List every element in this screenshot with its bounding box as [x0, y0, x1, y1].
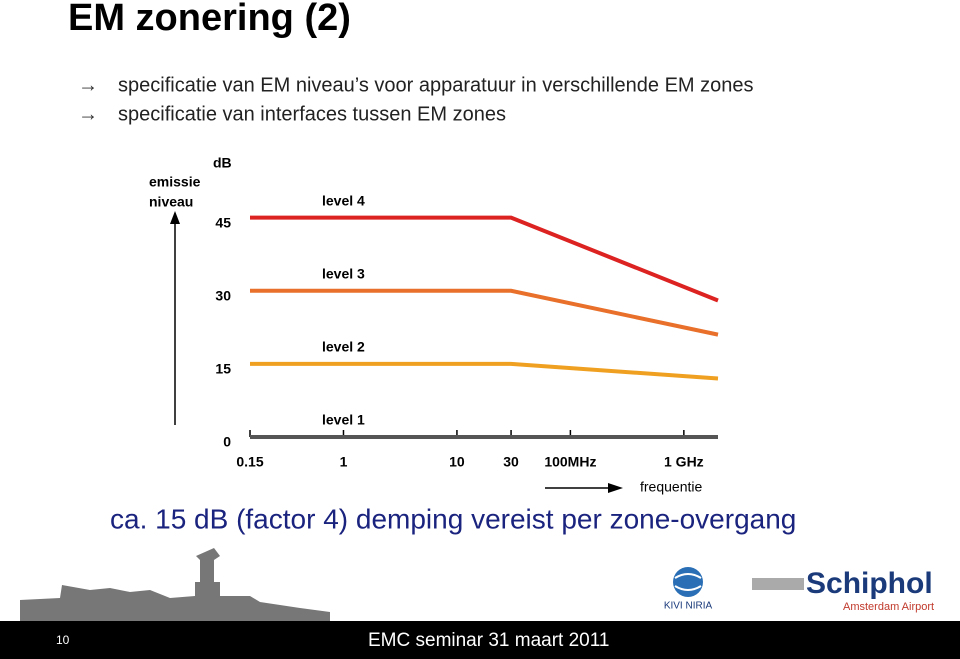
x-tick-label: 100MHz: [544, 454, 596, 470]
y-tick-label: 15: [215, 361, 231, 377]
x-tick-label: 0.15: [236, 454, 263, 470]
y-arrow-head: [170, 211, 180, 224]
series-label: level 3: [322, 265, 365, 281]
x-tick-label: 1: [340, 454, 348, 470]
footer-text: EMC seminar 31 maart 2011: [368, 630, 609, 651]
bullet-arrow: →: [78, 74, 98, 96]
slide-title: EM zonering (2): [68, 0, 351, 39]
conclusion: ca. 15 dB (factor 4) demping vereist per…: [110, 503, 796, 534]
kivi-logo: KIVI NIRIA: [664, 567, 713, 612]
skyline: [20, 548, 330, 622]
level-line: [250, 361, 719, 381]
logo-text: KIVI NIRIA: [664, 601, 713, 612]
y-tick-label: 0: [223, 434, 231, 450]
y-tick-label: 30: [215, 287, 231, 303]
footer-bar: [0, 621, 960, 659]
bullet-arrow: →: [78, 103, 98, 125]
level-line: [250, 288, 719, 337]
y-unit: dB: [213, 155, 232, 171]
x-tick-label: 10: [449, 454, 465, 470]
level-line: [250, 215, 719, 303]
series-label: level 4: [322, 192, 365, 208]
bullet: specificatie van EM niveau’s voor appara…: [118, 74, 754, 96]
logo-text: Amsterdam Airport: [843, 601, 934, 613]
logo-text: Schiphol: [806, 567, 933, 600]
x-tick-label: 1 GHz: [664, 454, 704, 470]
x-tick-label: 30: [503, 454, 519, 470]
x-label: frequentie: [640, 479, 702, 495]
y-label: emissie: [149, 174, 201, 190]
page-number: 10: [56, 633, 70, 647]
schiphol-logo: Schiphol Amsterdam Airport: [752, 567, 934, 613]
series-label: level 1: [322, 412, 365, 428]
y-label: niveau: [149, 194, 193, 210]
y-tick-label: 45: [215, 214, 231, 230]
bullet: specificatie van interfaces tussen EM zo…: [118, 103, 506, 125]
series-label: level 2: [322, 339, 365, 355]
x-arrow-head: [608, 483, 623, 493]
